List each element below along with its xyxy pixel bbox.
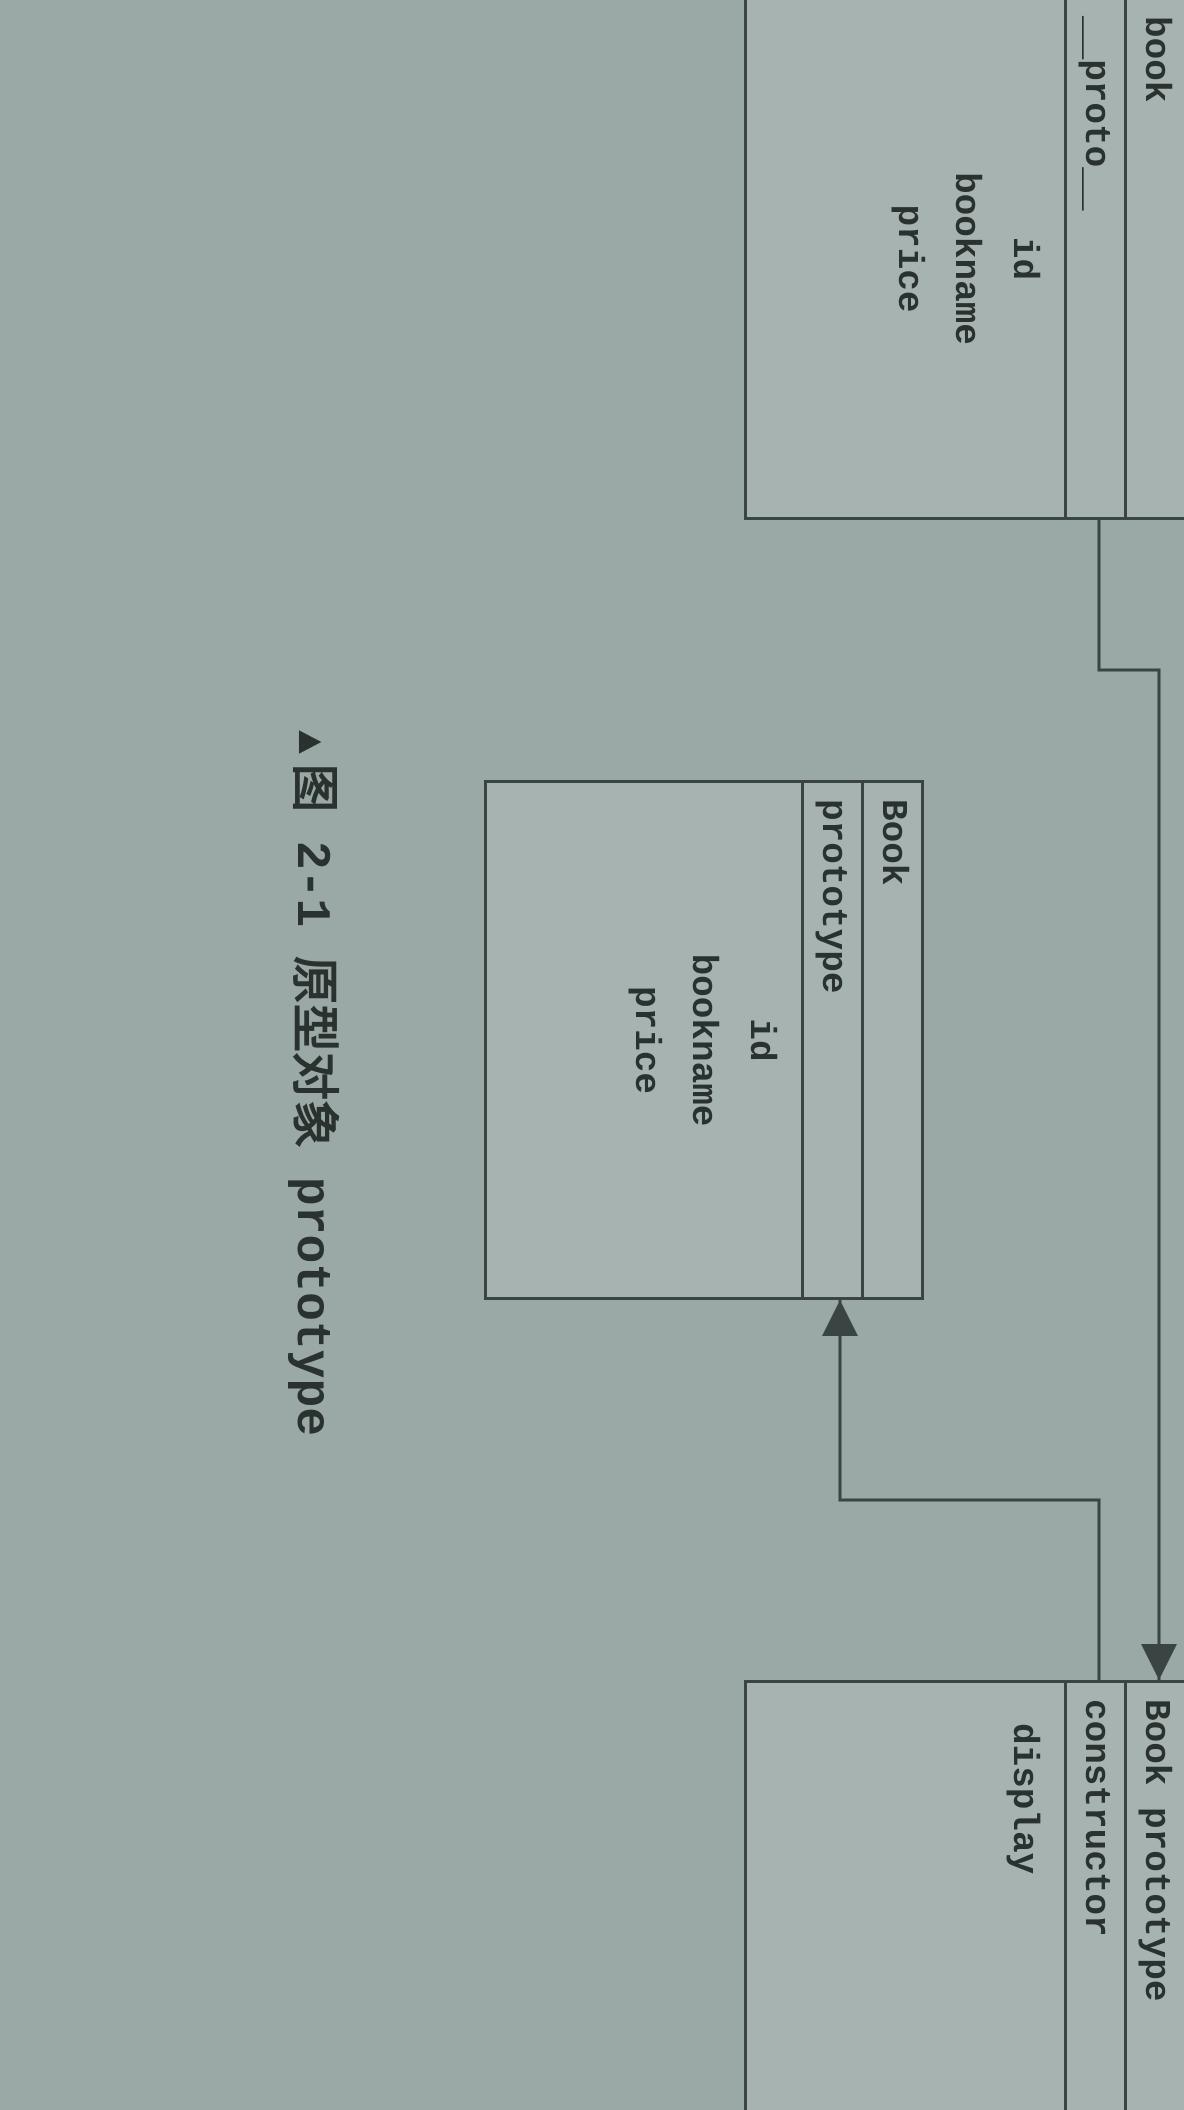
caption-text: 图 2-1 原型对象 prototype — [283, 764, 337, 1436]
edge-book-to-prototype — [1099, 520, 1159, 1680]
edge-constructor-to-book — [840, 1300, 1099, 1680]
box-book-body: id bookname price — [867, 0, 1064, 517]
box-book-constructor: Book prototype id bookname price — [484, 780, 924, 1300]
box-book-instance: book __proto__ id bookname price — [744, 0, 1184, 520]
box-book-field-bookname: bookname — [937, 16, 995, 501]
box-book-prototype: Book prototype constructor display — [744, 1680, 1184, 2110]
box-Book-prototype-row: prototype — [801, 783, 861, 1297]
box-book-title: book — [1124, 0, 1184, 517]
box-Book-field-id: id — [731, 799, 789, 1281]
box-book-proto-row: __proto__ — [1064, 0, 1124, 517]
box-Book-field-price: price — [616, 799, 674, 1281]
box-BookPrototype-title: Book prototype — [1124, 1683, 1184, 2110]
figure-caption: ▲ 图 2-1 原型对象 prototype — [283, 730, 354, 1436]
box-BookPrototype-field-display: display — [994, 1723, 1052, 2094]
box-Book-field-bookname: bookname — [674, 799, 732, 1281]
box-book-field-id: id — [994, 16, 1052, 501]
box-BookPrototype-body: display — [982, 1683, 1064, 2110]
box-BookPrototype-constructor-row: constructor — [1064, 1683, 1124, 2110]
caption-marker-icon: ▲ — [285, 730, 330, 754]
box-Book-title: Book — [861, 783, 921, 1297]
box-Book-body: id bookname price — [604, 783, 801, 1297]
box-book-field-price: price — [879, 16, 937, 501]
